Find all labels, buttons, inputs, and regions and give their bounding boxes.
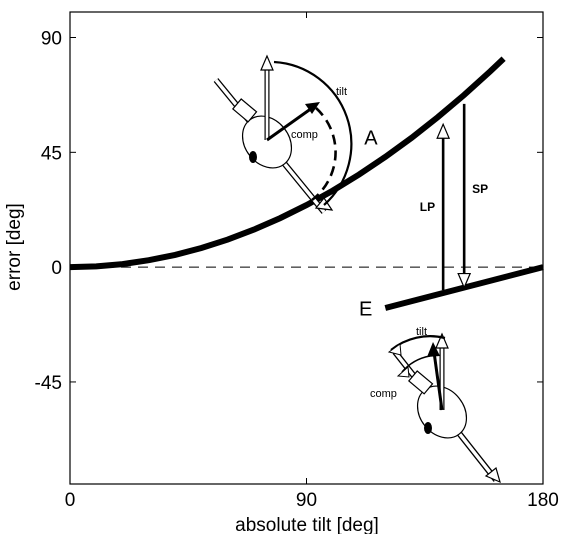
x-tick-label: 180 (527, 490, 559, 511)
y-tick-label: -45 (35, 373, 62, 394)
inset-tilt-label: tilt (336, 86, 347, 98)
x-axis-ticks: 0 90 180 (65, 12, 559, 511)
annotation-arrows: LP SP (420, 103, 488, 291)
series-line-a (69, 56, 506, 271)
plot-frame (69, 11, 544, 485)
series-label-e: E (359, 299, 372, 321)
head-tilt-diagram-large: tilt comp (213, 54, 353, 214)
x-axis-title: absolute tilt [deg] (235, 515, 379, 534)
x-tick-label: 90 (296, 490, 317, 511)
x-tick-label: 0 (65, 490, 76, 511)
y-tick-label: 0 (51, 258, 62, 279)
series-label-a: A (364, 128, 378, 150)
y-tick-label: 90 (41, 29, 62, 50)
annotation-label-sp: SP (472, 182, 488, 196)
arrow-lp (436, 122, 451, 291)
y-tick-label: 45 (41, 143, 62, 164)
arrow-sp (457, 103, 472, 290)
inset-comp-label: comp (291, 129, 318, 141)
y-axis-title: error [deg] (4, 203, 25, 291)
annotation-label-lp: LP (420, 200, 435, 214)
head-tilt-diagram-small: tilt comp (370, 326, 501, 484)
inset-comp-label: comp (370, 388, 397, 400)
y-axis-ticks: 90 45 0 -45 (35, 29, 543, 394)
inset-tilt-label: tilt (416, 326, 427, 338)
